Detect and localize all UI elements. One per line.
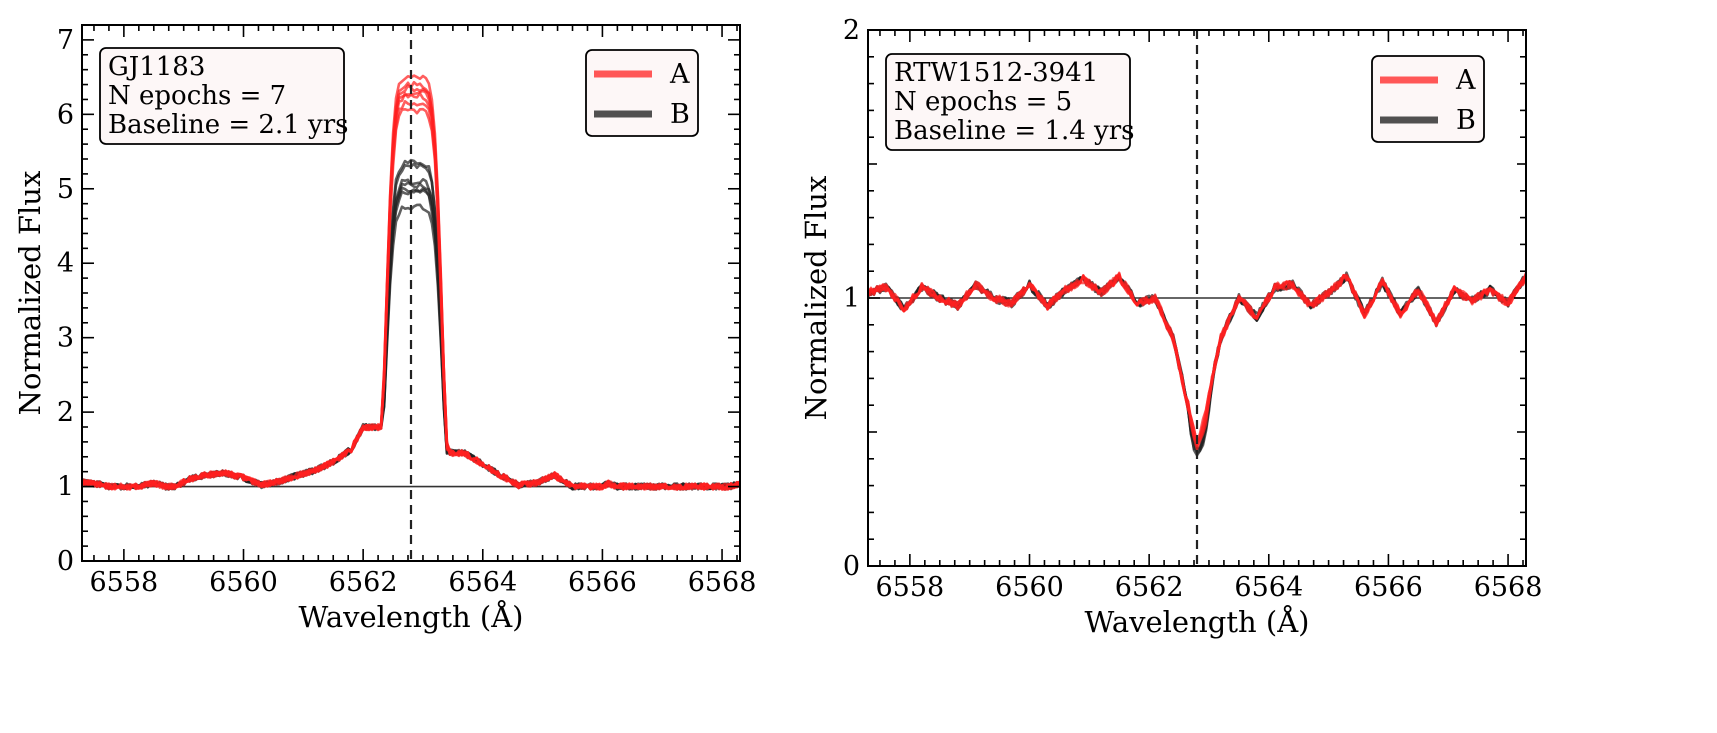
info-box-line: N epochs = 7 (108, 81, 286, 111)
x-tick-label: 6558 (876, 572, 945, 603)
legend: AB (1371, 55, 1485, 143)
x-tick-label: 6558 (90, 567, 159, 598)
y-tick-label: 0 (843, 551, 860, 582)
y-tick-label: 2 (57, 397, 74, 428)
x-tick-label: 6560 (209, 567, 278, 598)
info-box-line: Baseline = 1.4 yrs (894, 116, 1135, 146)
y-tick-label: 5 (57, 174, 74, 205)
plot-area (82, 25, 740, 561)
chart-rtw1512-3941: 6558 6560 6562 6564 6566 6568 0 1 2 Wavelength (Å… (799, 15, 1542, 639)
x-tick-label: 6560 (995, 572, 1064, 603)
legend-label-b: B (1456, 105, 1476, 136)
y-tick-label: 0 (57, 546, 74, 577)
y-tick-label: 6 (57, 99, 74, 130)
x-tick-label: 6562 (329, 567, 398, 598)
info-box-line: Baseline = 2.1 yrs (108, 110, 349, 140)
x-tick-label: 6562 (1115, 572, 1184, 603)
y-tick-label: 7 (57, 25, 74, 56)
series-b-epoch-5 (82, 186, 740, 491)
x-axis-label: Wavelength (Å) (299, 599, 524, 634)
legend-label-b: B (670, 99, 690, 130)
legend: AB (585, 49, 699, 137)
x-tick-label: 6568 (1474, 572, 1543, 603)
y-tick-label: 4 (57, 248, 74, 279)
y-tick-label: 3 (57, 323, 74, 354)
plot-area (868, 30, 1526, 566)
x-tick-label: 6566 (568, 567, 637, 598)
info-box-line: RTW1512-3941 (894, 58, 1098, 88)
series-a-epoch-5 (868, 272, 1526, 451)
y-tick-label: 1 (57, 472, 74, 503)
info-box-line: GJ1183 (108, 52, 205, 82)
y-axis-label: Normalized Flux (13, 171, 47, 416)
y-tick-label: 2 (843, 15, 860, 46)
info-box-line: N epochs = 5 (894, 87, 1072, 117)
legend-label-a: A (1455, 65, 1476, 96)
x-tick-label: 6568 (688, 567, 757, 598)
y-axis-label: Normalized Flux (799, 176, 833, 421)
legend-label-a: A (669, 59, 690, 90)
x-axis-label: Wavelength (Å) (1085, 604, 1310, 639)
x-tick-label: 6564 (448, 567, 517, 598)
chart-gj1183: 6558 6560 6562 6564 6566 6568 0 1 2 3 4 5 6 7 Waveleng… (13, 24, 757, 634)
x-tick-label: 6566 (1354, 572, 1423, 603)
x-tick-label: 6564 (1234, 572, 1303, 603)
series-b-epoch-6 (82, 188, 740, 491)
series-a-epoch-7 (82, 107, 740, 491)
y-tick-label: 1 (843, 283, 860, 314)
